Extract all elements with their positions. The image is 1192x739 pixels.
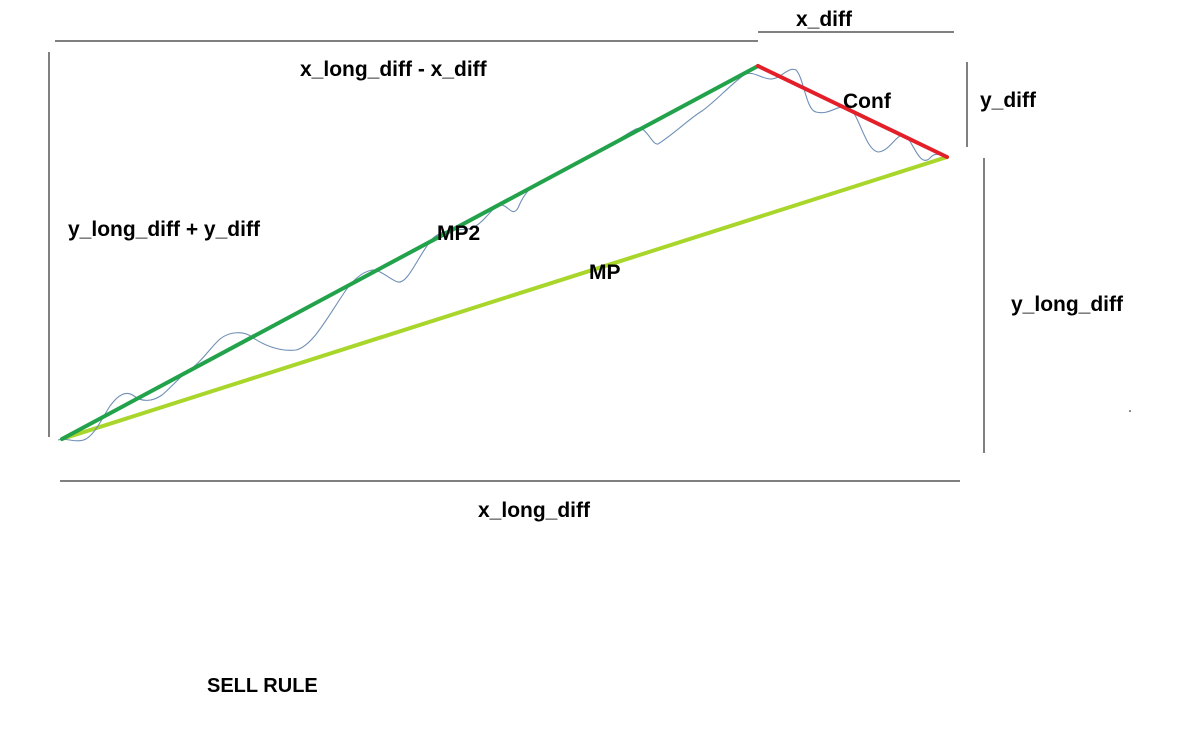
mp2-label: MP2 bbox=[437, 222, 480, 245]
price-path bbox=[57, 68, 948, 442]
y-long-diff-label: y_long_diff bbox=[1011, 293, 1124, 316]
y-long-plus-y-diff-label: y_long_diff + y_diff bbox=[68, 218, 261, 241]
mp-label: MP bbox=[589, 261, 621, 284]
mp-line bbox=[60, 155, 949, 441]
mp2-line bbox=[60, 64, 760, 441]
x-long-diff-label: x_long_diff bbox=[478, 499, 591, 522]
y-diff-label: y_diff bbox=[980, 89, 1037, 112]
sell-rule-label: SELL RULE bbox=[207, 675, 318, 697]
stray-dot bbox=[1129, 410, 1131, 412]
x-diff-label: x_diff bbox=[796, 8, 853, 31]
conf-line bbox=[756, 64, 949, 159]
conf-label: Conf bbox=[843, 90, 892, 113]
x-long-minus-x-diff-label: x_long_diff - x_diff bbox=[300, 58, 488, 81]
